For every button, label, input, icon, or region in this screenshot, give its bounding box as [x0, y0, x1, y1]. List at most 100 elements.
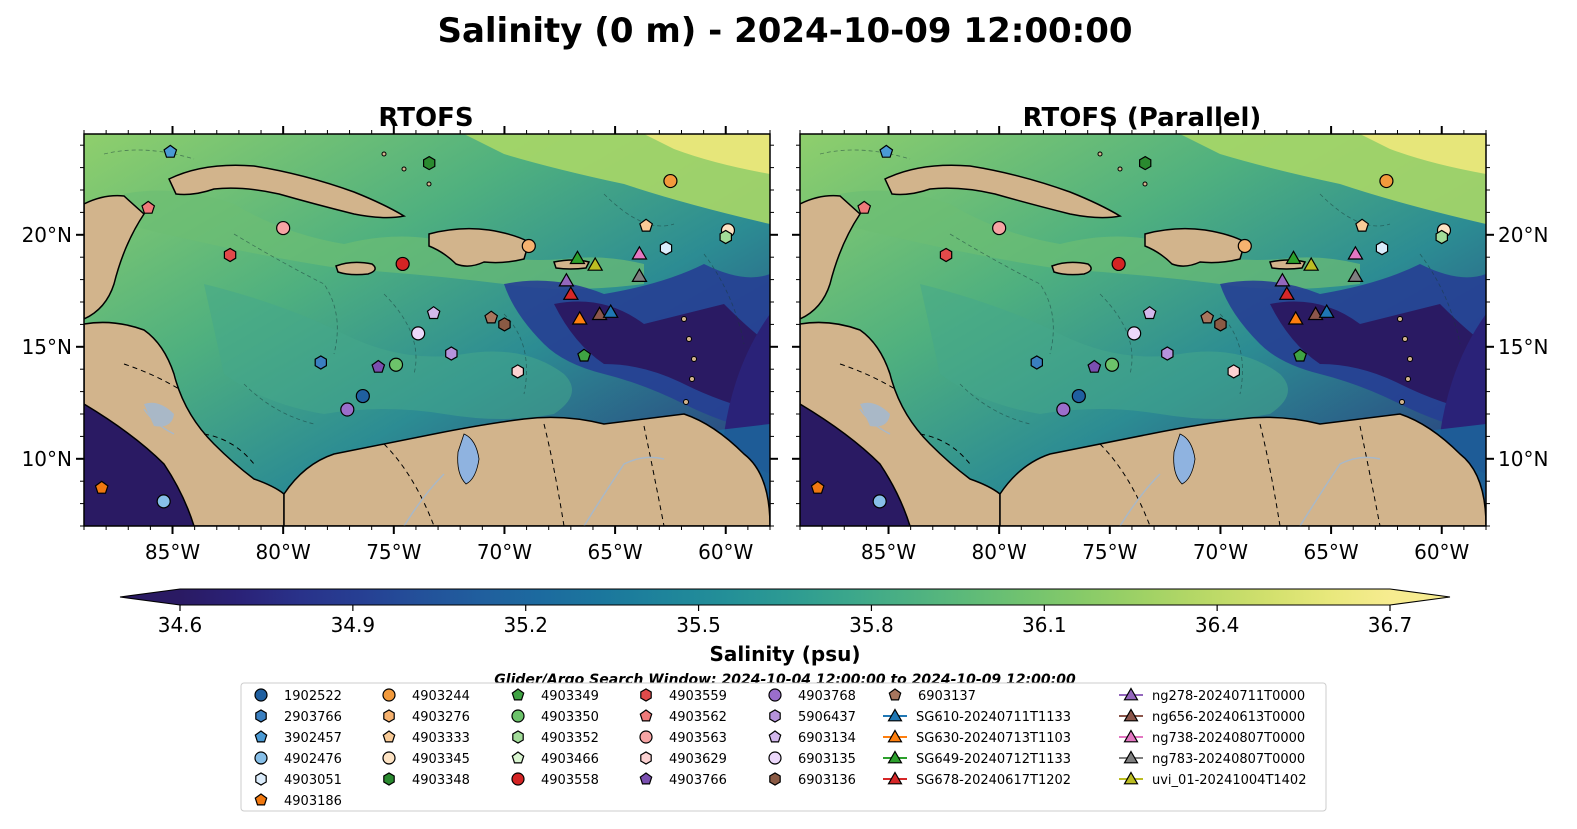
float-marker-5906437	[445, 346, 458, 361]
map-area[interactable]	[84, 134, 770, 526]
legend-entry-4903559: 4903559	[640, 688, 727, 704]
float-marker-4903244	[663, 173, 678, 189]
legend-label: 2903766	[284, 710, 342, 725]
float-marker-4903333	[1355, 218, 1370, 232]
legend-entry-ng738-20240807T0000: ng738-20240807T0000	[1119, 729, 1305, 746]
legend-entry-2903766: 2903766	[255, 709, 342, 725]
float-marker-ng783-20240807T0000	[631, 268, 648, 282]
panel-title: RTOFS (Parallel)	[1023, 103, 1262, 133]
lon-tick-label: 80°W	[256, 540, 311, 564]
legend-label: 4903349	[541, 689, 599, 704]
lon-tick-label: 70°W	[477, 540, 532, 564]
legend-label: 4903348	[412, 773, 470, 788]
map-frame	[799, 133, 1487, 527]
marker-layer	[94, 144, 736, 509]
legend-marker	[769, 709, 781, 723]
float-marker-2903766	[1030, 355, 1043, 370]
legend-marker	[640, 751, 652, 765]
legend-marker	[382, 730, 396, 743]
float-marker-4902476	[872, 494, 887, 509]
legend-marker	[1123, 771, 1139, 785]
legend-entry-SG630-20240713T1103: SG630-20240713T1103	[883, 729, 1071, 746]
float-marker-4903562	[857, 200, 872, 214]
legend-entry-4903349: 4903349	[511, 688, 599, 704]
legend-label: 4903562	[669, 710, 727, 725]
float-marker-SG678-20240617T1202	[562, 286, 579, 300]
legend-marker	[1123, 729, 1139, 743]
colorbar-tick-label: 36.4	[1195, 613, 1240, 637]
lat-tick-label: 10°N	[1498, 447, 1548, 471]
lon-tick-label: 85°W	[861, 540, 916, 564]
float-marker-6903136	[1214, 317, 1227, 332]
float-marker-4903348	[1139, 155, 1152, 171]
float-marker-3902457	[879, 144, 894, 158]
lon-tick-label: 85°W	[145, 540, 200, 564]
legend-entry-4903186: 4903186	[254, 793, 342, 809]
legend-entry-4903352: 4903352	[512, 730, 599, 746]
legend-label: 4903276	[412, 710, 470, 725]
legend-marker	[255, 772, 267, 786]
float-marker-4903766	[1087, 359, 1102, 373]
legend-marker	[768, 730, 782, 743]
legend-entry-1902522: 1902522	[254, 688, 342, 704]
lon-tick-label: 80°W	[972, 540, 1027, 564]
legend-items: 1902522 2903766 3902457 4902476 4903051 49031…	[254, 687, 1306, 809]
colorbar-ticks: 34.6 34.9 35.2 35.5 35.8 36.1 36.4 36.7	[158, 605, 1413, 637]
legend-marker	[254, 793, 268, 806]
legend-marker	[512, 730, 524, 744]
legend-label: SG610-20240711T1133	[916, 710, 1071, 725]
float-marker-uvi_01-20241004T1402	[587, 256, 604, 271]
legend-marker	[383, 709, 395, 723]
colorbar-tick-label: 36.7	[1368, 613, 1413, 637]
legend-entry-4903276: 4903276	[383, 709, 470, 725]
legend-entry-SG678-20240617T1202: SG678-20240617T1202	[883, 771, 1071, 788]
legend-label: 3902457	[284, 731, 342, 746]
legend-entry-ng278-20240711T0000: ng278-20240711T0000	[1119, 687, 1305, 704]
axis-ticks: 85°W 80°W 75°W 70°W 65°W 60°W 20°N 15°N 10°N	[22, 126, 778, 564]
map-panel-rtofs: RTOFS 85°W 80°W 75°W 70°W 65°W 60°W 20°N 15°N 10…	[22, 103, 778, 564]
lat-tick-label: 15°N	[22, 335, 72, 359]
float-marker-ng738-20240807T0000	[1347, 245, 1364, 260]
float-marker-4903349	[577, 348, 592, 362]
float-marker-2903766	[314, 355, 327, 370]
legend-label: 4902476	[284, 752, 342, 767]
float-marker-SG630-20240713T1103	[571, 310, 588, 325]
figure-title: Salinity (0 m) - 2024-10-09 12:00:00	[437, 11, 1132, 51]
float-marker-4903350	[1104, 357, 1120, 372]
float-marker-6903135	[411, 326, 426, 341]
legend-marker	[768, 751, 782, 765]
float-marker-4903244	[1379, 173, 1394, 189]
legend-marker	[887, 708, 903, 722]
map-area[interactable]	[800, 134, 1486, 526]
legend-label: 6903134	[798, 731, 856, 746]
legend-entry-3902457: 3902457	[254, 730, 342, 746]
legend-marker	[255, 709, 267, 723]
legend-entry-6903137: 6903137	[888, 688, 976, 704]
legend-label: 4903352	[541, 731, 599, 746]
legend-label: 4903186	[284, 794, 342, 809]
map-panel-rtofs-parallel: RTOFS (Parallel) 85°W 80°W 75°W 70°W 65°W 60°…	[792, 103, 1548, 564]
legend-marker	[383, 772, 395, 786]
float-marker-ng738-20240807T0000	[631, 245, 648, 260]
legend-label: 4903766	[669, 773, 727, 788]
float-marker-ng656-20240613T0000	[1307, 306, 1324, 321]
legend-label: 4903244	[412, 689, 470, 704]
float-marker-SG649-20240712T1133	[1285, 250, 1302, 265]
colorbar-label: Salinity (psu)	[709, 642, 860, 666]
lon-tick-label: 65°W	[587, 540, 642, 564]
float-marker-SG630-20240713T1103	[1287, 310, 1304, 325]
float-marker-4903352	[1435, 229, 1449, 245]
legend-label: 6903135	[798, 752, 856, 767]
legend-marker	[887, 729, 903, 743]
legend-label: 4903466	[541, 752, 599, 767]
float-marker-6903137	[484, 310, 499, 324]
legend-entry-4903051: 4903051	[255, 772, 342, 788]
float-marker-6903135	[1127, 326, 1142, 341]
float-marker-1902522	[355, 388, 370, 404]
legend-marker	[639, 709, 653, 722]
float-marker-4903766	[371, 359, 386, 373]
legend-entry-ng783-20240807T0000: ng783-20240807T0000	[1119, 750, 1305, 767]
float-marker-uvi_01-20241004T1402	[1303, 256, 1320, 271]
legend-label: 6903137	[918, 689, 976, 704]
